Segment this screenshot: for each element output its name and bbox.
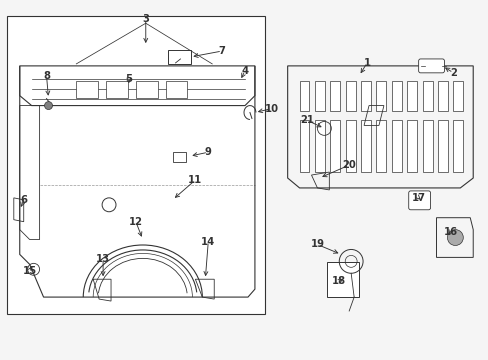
- Bar: [314, 81, 324, 111]
- Text: 9: 9: [204, 147, 211, 157]
- Text: 14: 14: [201, 237, 215, 247]
- Text: 19: 19: [310, 239, 324, 249]
- Text: 11: 11: [188, 175, 202, 185]
- Text: 13: 13: [96, 255, 110, 264]
- Text: 6: 6: [20, 195, 27, 205]
- Bar: [407, 81, 416, 111]
- Bar: [345, 81, 355, 111]
- Bar: [330, 121, 340, 172]
- Bar: [452, 81, 462, 111]
- Text: 7: 7: [218, 46, 225, 56]
- Bar: [345, 121, 355, 172]
- Bar: [136, 81, 157, 98]
- Circle shape: [44, 102, 52, 109]
- Bar: [376, 121, 386, 172]
- Bar: [422, 81, 432, 111]
- Bar: [360, 121, 370, 172]
- Bar: [299, 121, 309, 172]
- Text: 16: 16: [443, 226, 457, 237]
- Text: 4: 4: [241, 66, 248, 76]
- Bar: [437, 121, 447, 172]
- Text: 10: 10: [264, 104, 278, 113]
- Bar: [299, 81, 309, 111]
- Bar: [330, 81, 340, 111]
- Bar: [437, 81, 447, 111]
- Bar: [7, 16, 264, 314]
- Text: 21: 21: [300, 116, 314, 126]
- Bar: [452, 121, 462, 172]
- Text: 5: 5: [125, 74, 132, 84]
- Bar: [106, 81, 128, 98]
- Bar: [391, 81, 401, 111]
- Bar: [376, 81, 386, 111]
- Bar: [326, 262, 358, 297]
- Circle shape: [447, 230, 462, 246]
- Text: 3: 3: [142, 14, 149, 24]
- Bar: [314, 121, 324, 172]
- Bar: [76, 81, 98, 98]
- Text: 8: 8: [43, 71, 50, 81]
- FancyBboxPatch shape: [418, 59, 444, 73]
- Text: 2: 2: [449, 68, 456, 78]
- FancyBboxPatch shape: [167, 50, 191, 64]
- Text: 18: 18: [331, 276, 346, 286]
- Bar: [422, 121, 432, 172]
- FancyBboxPatch shape: [408, 191, 429, 210]
- Text: 15: 15: [22, 266, 37, 276]
- Bar: [360, 81, 370, 111]
- Bar: [391, 121, 401, 172]
- Bar: [165, 81, 187, 98]
- Text: 1: 1: [363, 58, 370, 68]
- Text: 20: 20: [342, 160, 355, 170]
- Text: 17: 17: [411, 193, 425, 203]
- Bar: [407, 121, 416, 172]
- Text: 12: 12: [128, 217, 142, 227]
- Bar: [172, 152, 186, 162]
